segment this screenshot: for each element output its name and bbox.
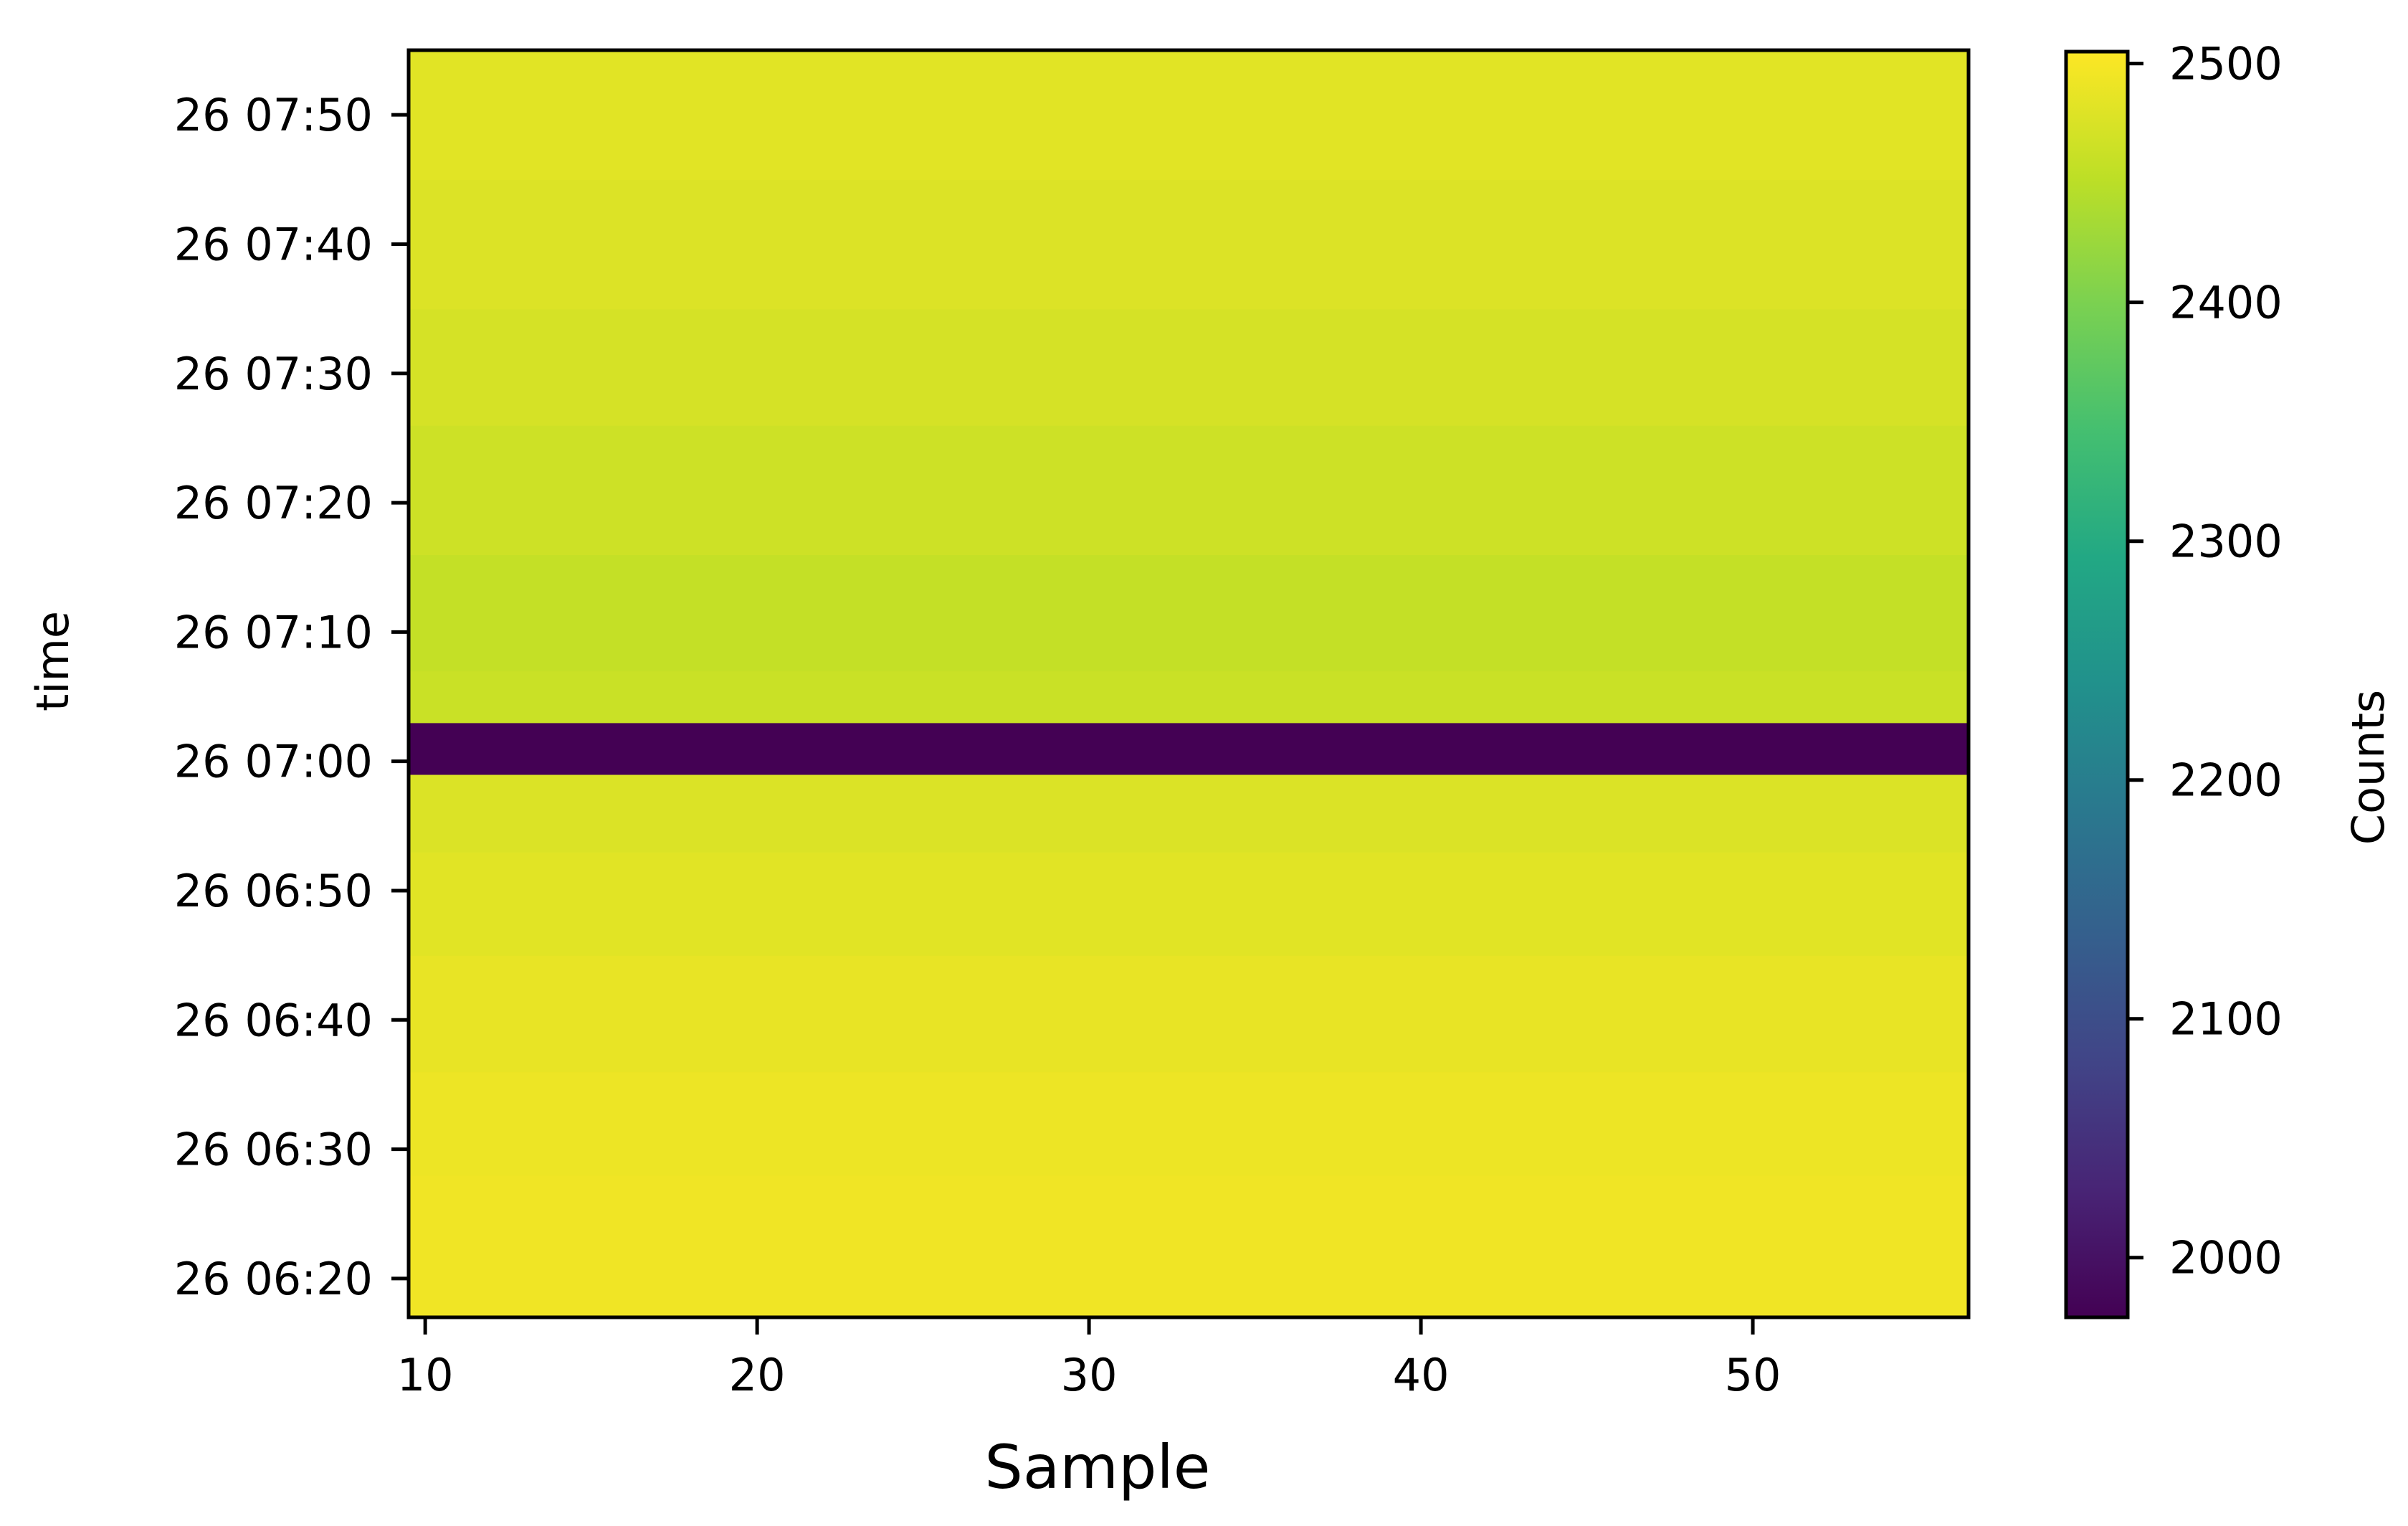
colorbar-ticks: 2000 2100 2200 2300 2400 2500 [2128, 38, 2283, 1284]
x-tick-label: 40 [1393, 1349, 1450, 1401]
heatmap-cells [409, 50, 1969, 1318]
heatmap-row [409, 1071, 1969, 1176]
colorbar-tick-label: 2100 [2169, 993, 2283, 1046]
y-axis-label: time [27, 611, 79, 711]
y-tick-label: 26 06:40 [174, 994, 373, 1046]
colorbar-tick-label: 2000 [2169, 1232, 2283, 1284]
heatmap-row [409, 955, 1969, 1073]
colorbar-label: Counts [2342, 690, 2394, 845]
y-tick-label: 26 07:50 [174, 89, 373, 141]
x-tick-label: 20 [729, 1349, 786, 1401]
heatmap-area [406, 48, 1971, 1319]
colorbar-tick-label: 2500 [2169, 38, 2283, 90]
colorbar-gradient [2066, 52, 2128, 1317]
y-tick-label: 26 06:50 [174, 865, 373, 917]
colorbar-tick-label: 2200 [2169, 754, 2283, 807]
y-tick-label: 26 07:30 [174, 348, 373, 400]
heatmap-row [409, 1175, 1969, 1318]
heatmap-row [409, 308, 1969, 426]
x-axis: 10 20 30 40 50 [397, 1317, 1781, 1401]
colorbar-tick-label: 2400 [2169, 277, 2283, 329]
heatmap-row [409, 554, 1969, 672]
colorbar: 2000 2100 2200 2300 2400 2500 Counts [2064, 38, 2394, 1319]
y-axis: 26 06:20 26 06:30 26 06:40 26 06:50 26 07:00… [174, 89, 409, 1305]
heatmap-row [409, 851, 1969, 956]
y-tick-label: 26 07:10 [174, 606, 373, 658]
colorbar-frame [2064, 49, 2130, 1319]
colorbar-tick-label: 2300 [2169, 516, 2283, 568]
y-tick-label: 26 06:30 [174, 1124, 373, 1176]
y-tick-label: 26 07:00 [174, 736, 373, 788]
x-axis-label: Sample [985, 1432, 1211, 1502]
plot-frame [406, 48, 1971, 1319]
x-tick-label: 50 [1725, 1349, 1781, 1401]
heatmap-row [409, 425, 1969, 555]
heatmap-row [409, 179, 1969, 310]
heatmap-row [409, 670, 1969, 724]
x-tick-label: 10 [397, 1349, 454, 1401]
y-tick-label: 26 07:20 [174, 477, 373, 529]
y-tick-label: 26 07:40 [174, 218, 373, 270]
x-tick-label: 30 [1061, 1349, 1118, 1401]
heatmap-row [409, 774, 1969, 853]
y-tick-label: 26 06:20 [174, 1253, 373, 1305]
heatmap-row [409, 722, 1969, 775]
heatmap-row [409, 50, 1969, 181]
